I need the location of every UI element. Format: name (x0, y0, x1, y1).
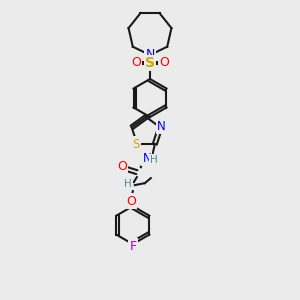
Text: N: N (142, 152, 151, 165)
Text: F: F (129, 240, 137, 253)
Text: H: H (124, 179, 132, 189)
Text: S: S (145, 56, 155, 70)
Text: N: N (145, 49, 155, 62)
Text: H: H (150, 155, 158, 165)
Text: O: O (117, 160, 127, 172)
Text: O: O (131, 56, 141, 70)
Text: O: O (159, 56, 169, 70)
Text: O: O (126, 195, 136, 208)
Text: N: N (157, 120, 166, 133)
Text: S: S (133, 138, 140, 151)
